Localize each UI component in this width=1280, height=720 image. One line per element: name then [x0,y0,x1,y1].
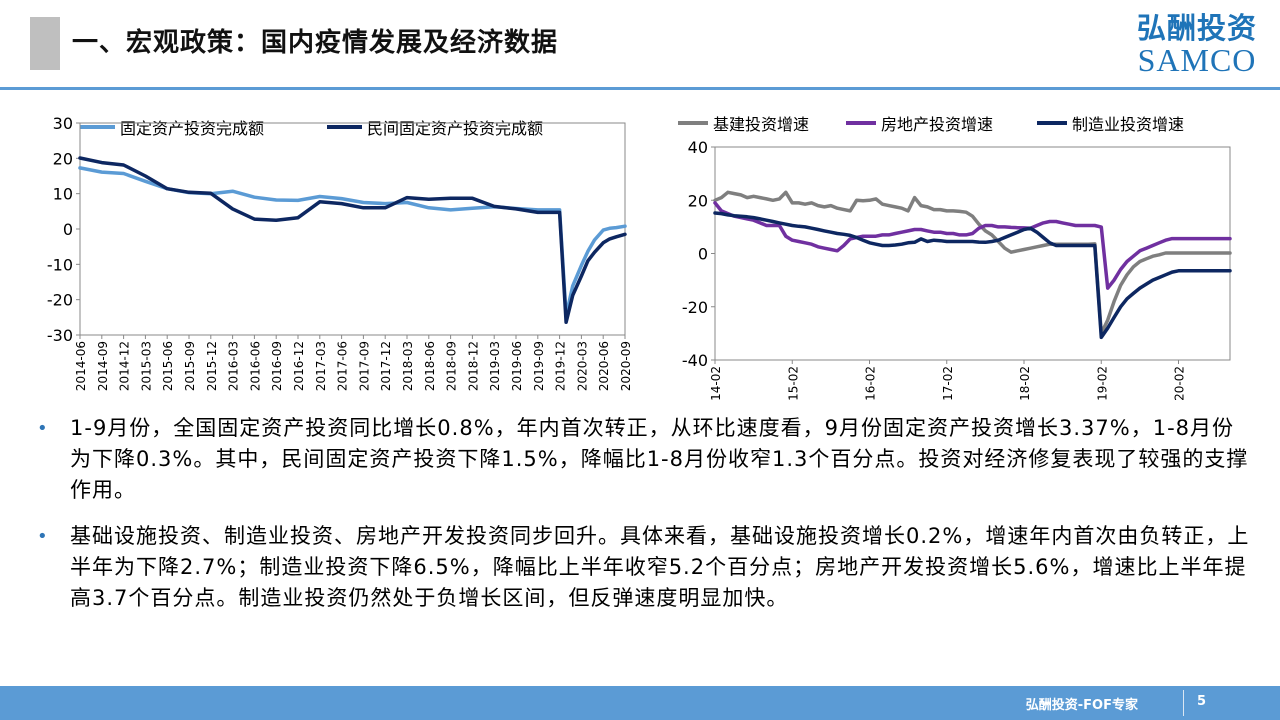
bullet-list: • 1-9月份，全国固定资产投资同比增长0.8%，年内首次转正，从环比速度看，9… [32,413,1252,629]
y-tick-label: 40 [688,138,708,157]
x-tick-label: 2020-03 [575,341,589,391]
y-tick-label: 0 [63,220,73,239]
x-tick-label: 2020-09 [619,341,633,391]
legend-label-series-2: 房地产投资增速 [881,115,993,134]
y-tick-label: -20 [682,298,708,317]
series-lines [78,156,627,325]
x-tick-label: 2016-02 [864,366,878,400]
investment-growth-chart: 基建投资增速 房地产投资增速 制造业投资增速 40 20 0 -20 -402014-0… [678,115,1232,400]
header-divider [0,87,1280,90]
x-tick-label: 2017-06 [336,341,350,391]
x-tick-label: 2014-12 [118,341,132,391]
footer-divider [1183,690,1184,716]
legend: 基建投资增速 房地产投资增速 制造业投资增速 [678,115,1184,134]
y-tick-label: 10 [53,185,73,204]
y-tick-label: -30 [47,326,73,345]
series-line-1 [78,166,627,318]
legend-label-series-2: 民间固定资产投资完成额 [367,119,543,138]
x-tick-label: 2015-09 [183,341,197,391]
plot-frame [714,146,1231,361]
footer-brand-text: 弘酬投资-FOF专家 [1025,698,1138,713]
fixed-asset-investment-chart: 固定资产投资完成额 民间固定资产投资完成额 3020100-10-20-3020… [47,114,633,391]
series-line-2 [713,201,1232,290]
y-tick-label: 20 [53,149,73,168]
x-tick-label: 2015-12 [205,341,219,391]
x-tick-label: 2017-09 [357,341,371,391]
x-tick-label: 2019-06 [510,341,524,391]
x-tick-label: 2016-03 [227,341,241,391]
footer-bar: 弘酬投资-FOF专家 5 [0,686,1280,720]
x-tick-label: 2016-06 [248,341,262,391]
x-tick-label: 2019-09 [532,341,546,391]
bullet-item: • 1-9月份，全国固定资产投资同比增长0.8%，年内首次转正，从环比速度看，9… [32,413,1252,506]
x-tick-label: 2018-09 [445,341,459,391]
title-accent-block [30,17,60,70]
x-tick-label: 2017-12 [379,341,393,391]
x-tick-label: 2018-02 [1018,366,1032,400]
y-tick-label: 20 [688,191,708,210]
x-tick-label: 2016-12 [292,341,306,391]
x-tick-label: 2018-03 [401,341,415,391]
bullet-item: • 基础设施投资、制造业投资、房地产开发投资同步回升。具体来看，基础设施投资增长… [32,521,1252,614]
x-tick-label: 2015-02 [786,366,800,400]
legend-label-series-1: 固定资产投资完成额 [120,119,264,138]
bullet-text: 1-9月份，全国固定资产投资同比增长0.8%，年内首次转正，从环比速度看，9月份… [70,416,1249,502]
series-line-3 [713,211,1232,340]
x-tick-label: 2018-12 [466,341,480,391]
x-tick-label: 2014-06 [74,341,88,391]
x-tick-label: 2014-02 [709,366,723,400]
y-tick-label: 30 [53,114,73,133]
legend-label-series-1: 基建投资增速 [713,115,809,134]
series-lines [713,190,1232,340]
x-tick-label: 2020-06 [597,341,611,391]
x-tick-label: 2019-12 [554,341,568,391]
bullet-dot-icon: • [37,526,49,547]
y-tick-label: 0 [698,245,708,264]
page-title: 一、宏观政策：国内疫情发展及经济数据 [72,28,559,58]
x-tick-label: 2015-03 [139,341,153,391]
y-tick-label: -10 [47,255,73,274]
company-logo: 弘酬投资 SAMCO [1122,10,1272,80]
x-tick-label: 2017-02 [941,366,955,400]
bullet-dot-icon: • [37,418,49,439]
x-tick-label: 2016-09 [270,341,284,391]
series-line-1 [713,190,1232,336]
legend-label-series-3: 制造业投资增速 [1072,115,1184,134]
x-tick-label: 2020-02 [1173,366,1187,400]
x-tick-label: 2017-03 [314,341,328,391]
x-tick-label: 2014-09 [96,341,110,391]
plot-frame [79,122,626,336]
x-tick-label: 2015-06 [161,341,175,391]
x-tick-label: 2018-06 [423,341,437,391]
x-tick-label: 2019-02 [1095,366,1109,400]
series-line-2 [78,156,627,325]
bullet-text: 基础设施投资、制造业投资、房地产开发投资同步回升。具体来看，基础设施投资增长0.… [70,524,1250,610]
page-number: 5 [1197,694,1207,709]
y-tick-label: -40 [682,351,708,370]
x-tick-label: 2019-03 [488,341,502,391]
logo-chinese-name: 弘酬投资 [1136,11,1257,45]
y-tick-label: -20 [47,291,73,310]
legend: 固定资产投资完成额 民间固定资产投资完成额 [80,119,543,138]
logo-english-name: SAMCO [1137,42,1257,78]
